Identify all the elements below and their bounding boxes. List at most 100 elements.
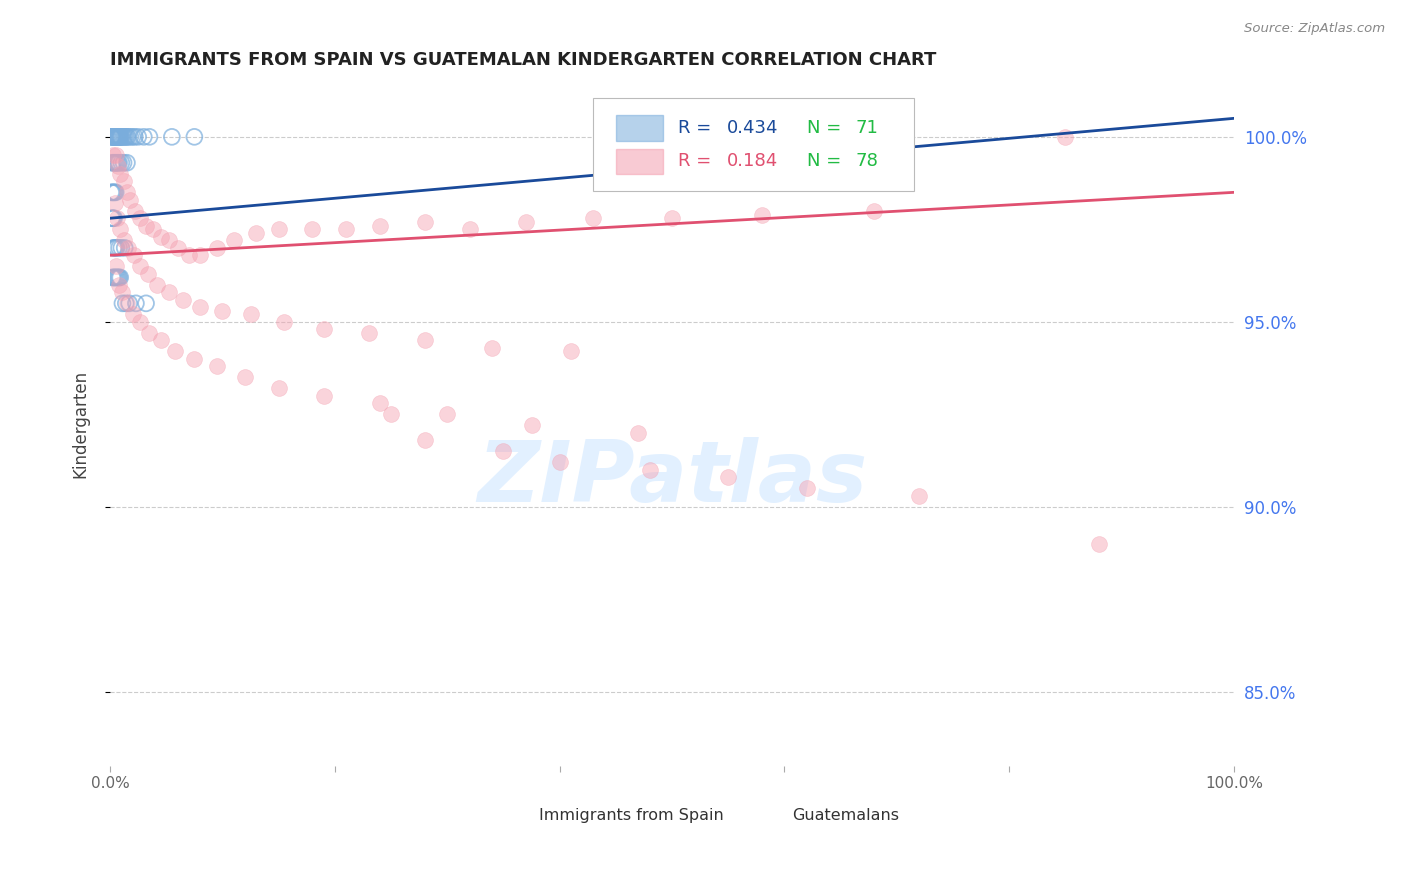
Point — [627, 425, 650, 440]
Point — [121, 129, 143, 144]
Point — [117, 241, 139, 255]
Point — [107, 160, 129, 174]
Point — [368, 396, 391, 410]
Text: R =: R = — [678, 153, 717, 170]
Point — [124, 129, 146, 144]
Point — [245, 226, 267, 240]
Point — [105, 241, 128, 255]
Point — [115, 155, 138, 169]
Point — [107, 155, 129, 169]
Point — [100, 211, 122, 226]
Point — [108, 241, 131, 255]
Point — [103, 241, 125, 255]
Point — [267, 381, 290, 395]
Point — [157, 285, 180, 300]
Point — [111, 296, 134, 310]
Text: N =: N = — [807, 153, 846, 170]
Point — [103, 270, 125, 285]
Point — [103, 148, 125, 162]
Point — [436, 408, 458, 422]
Point — [520, 418, 543, 433]
Point — [188, 248, 211, 262]
Point — [413, 215, 436, 229]
Point — [112, 174, 135, 188]
Point — [796, 481, 818, 495]
Point — [122, 248, 145, 262]
Point — [108, 270, 131, 285]
Point — [120, 193, 142, 207]
Point — [107, 270, 129, 285]
Point — [560, 344, 582, 359]
Point — [129, 260, 152, 274]
Point — [108, 222, 131, 236]
Point — [115, 129, 138, 144]
Point — [335, 222, 357, 236]
Point — [717, 470, 740, 484]
Point — [301, 222, 323, 236]
Point — [104, 129, 127, 144]
Point — [103, 129, 125, 144]
Point — [492, 444, 515, 458]
Point — [108, 129, 131, 144]
Point — [413, 334, 436, 348]
Point — [103, 129, 125, 144]
Point — [103, 129, 125, 144]
Text: IMMIGRANTS FROM SPAIN VS GUATEMALAN KINDERGARTEN CORRELATION CHART: IMMIGRANTS FROM SPAIN VS GUATEMALAN KIND… — [110, 51, 936, 69]
Point — [101, 129, 124, 144]
Point — [188, 300, 211, 314]
Point — [100, 186, 122, 200]
Point — [458, 222, 481, 236]
Point — [127, 129, 149, 144]
Point — [751, 208, 773, 222]
Point — [110, 241, 132, 255]
Point — [108, 270, 131, 285]
Point — [105, 129, 128, 144]
Point — [129, 211, 152, 226]
Point — [172, 293, 194, 307]
Point — [108, 129, 131, 144]
Point — [105, 155, 128, 169]
Point — [205, 359, 228, 374]
Point — [103, 186, 125, 200]
Point — [100, 129, 122, 144]
Point — [136, 267, 159, 281]
Point — [107, 129, 129, 144]
Point — [101, 211, 124, 226]
Point — [105, 129, 128, 144]
Point — [205, 241, 228, 255]
Point — [104, 241, 127, 255]
Point — [104, 155, 127, 169]
Point — [312, 389, 335, 403]
Point — [103, 211, 125, 226]
Point — [138, 129, 160, 144]
Point — [129, 315, 152, 329]
Point — [548, 455, 571, 469]
Point — [222, 234, 245, 248]
Point — [233, 370, 256, 384]
Point — [114, 129, 136, 144]
Point — [104, 270, 127, 285]
Point — [357, 326, 380, 340]
Point — [239, 308, 262, 322]
Point — [103, 196, 125, 211]
Point — [114, 296, 136, 310]
Point — [110, 155, 132, 169]
Point — [1088, 537, 1111, 551]
Point — [100, 129, 122, 144]
Point — [104, 186, 127, 200]
Point — [166, 241, 188, 255]
Point — [110, 129, 132, 144]
Point — [103, 155, 125, 169]
Point — [380, 408, 402, 422]
FancyBboxPatch shape — [489, 805, 534, 826]
Point — [108, 155, 131, 169]
Point — [149, 334, 172, 348]
Point — [108, 129, 131, 144]
Text: Immigrants from Spain: Immigrants from Spain — [540, 808, 724, 823]
Text: Guatemalans: Guatemalans — [792, 808, 900, 823]
Point — [117, 129, 139, 144]
Point — [1054, 129, 1077, 144]
FancyBboxPatch shape — [616, 115, 664, 141]
Point — [132, 129, 155, 144]
Point — [183, 351, 205, 366]
